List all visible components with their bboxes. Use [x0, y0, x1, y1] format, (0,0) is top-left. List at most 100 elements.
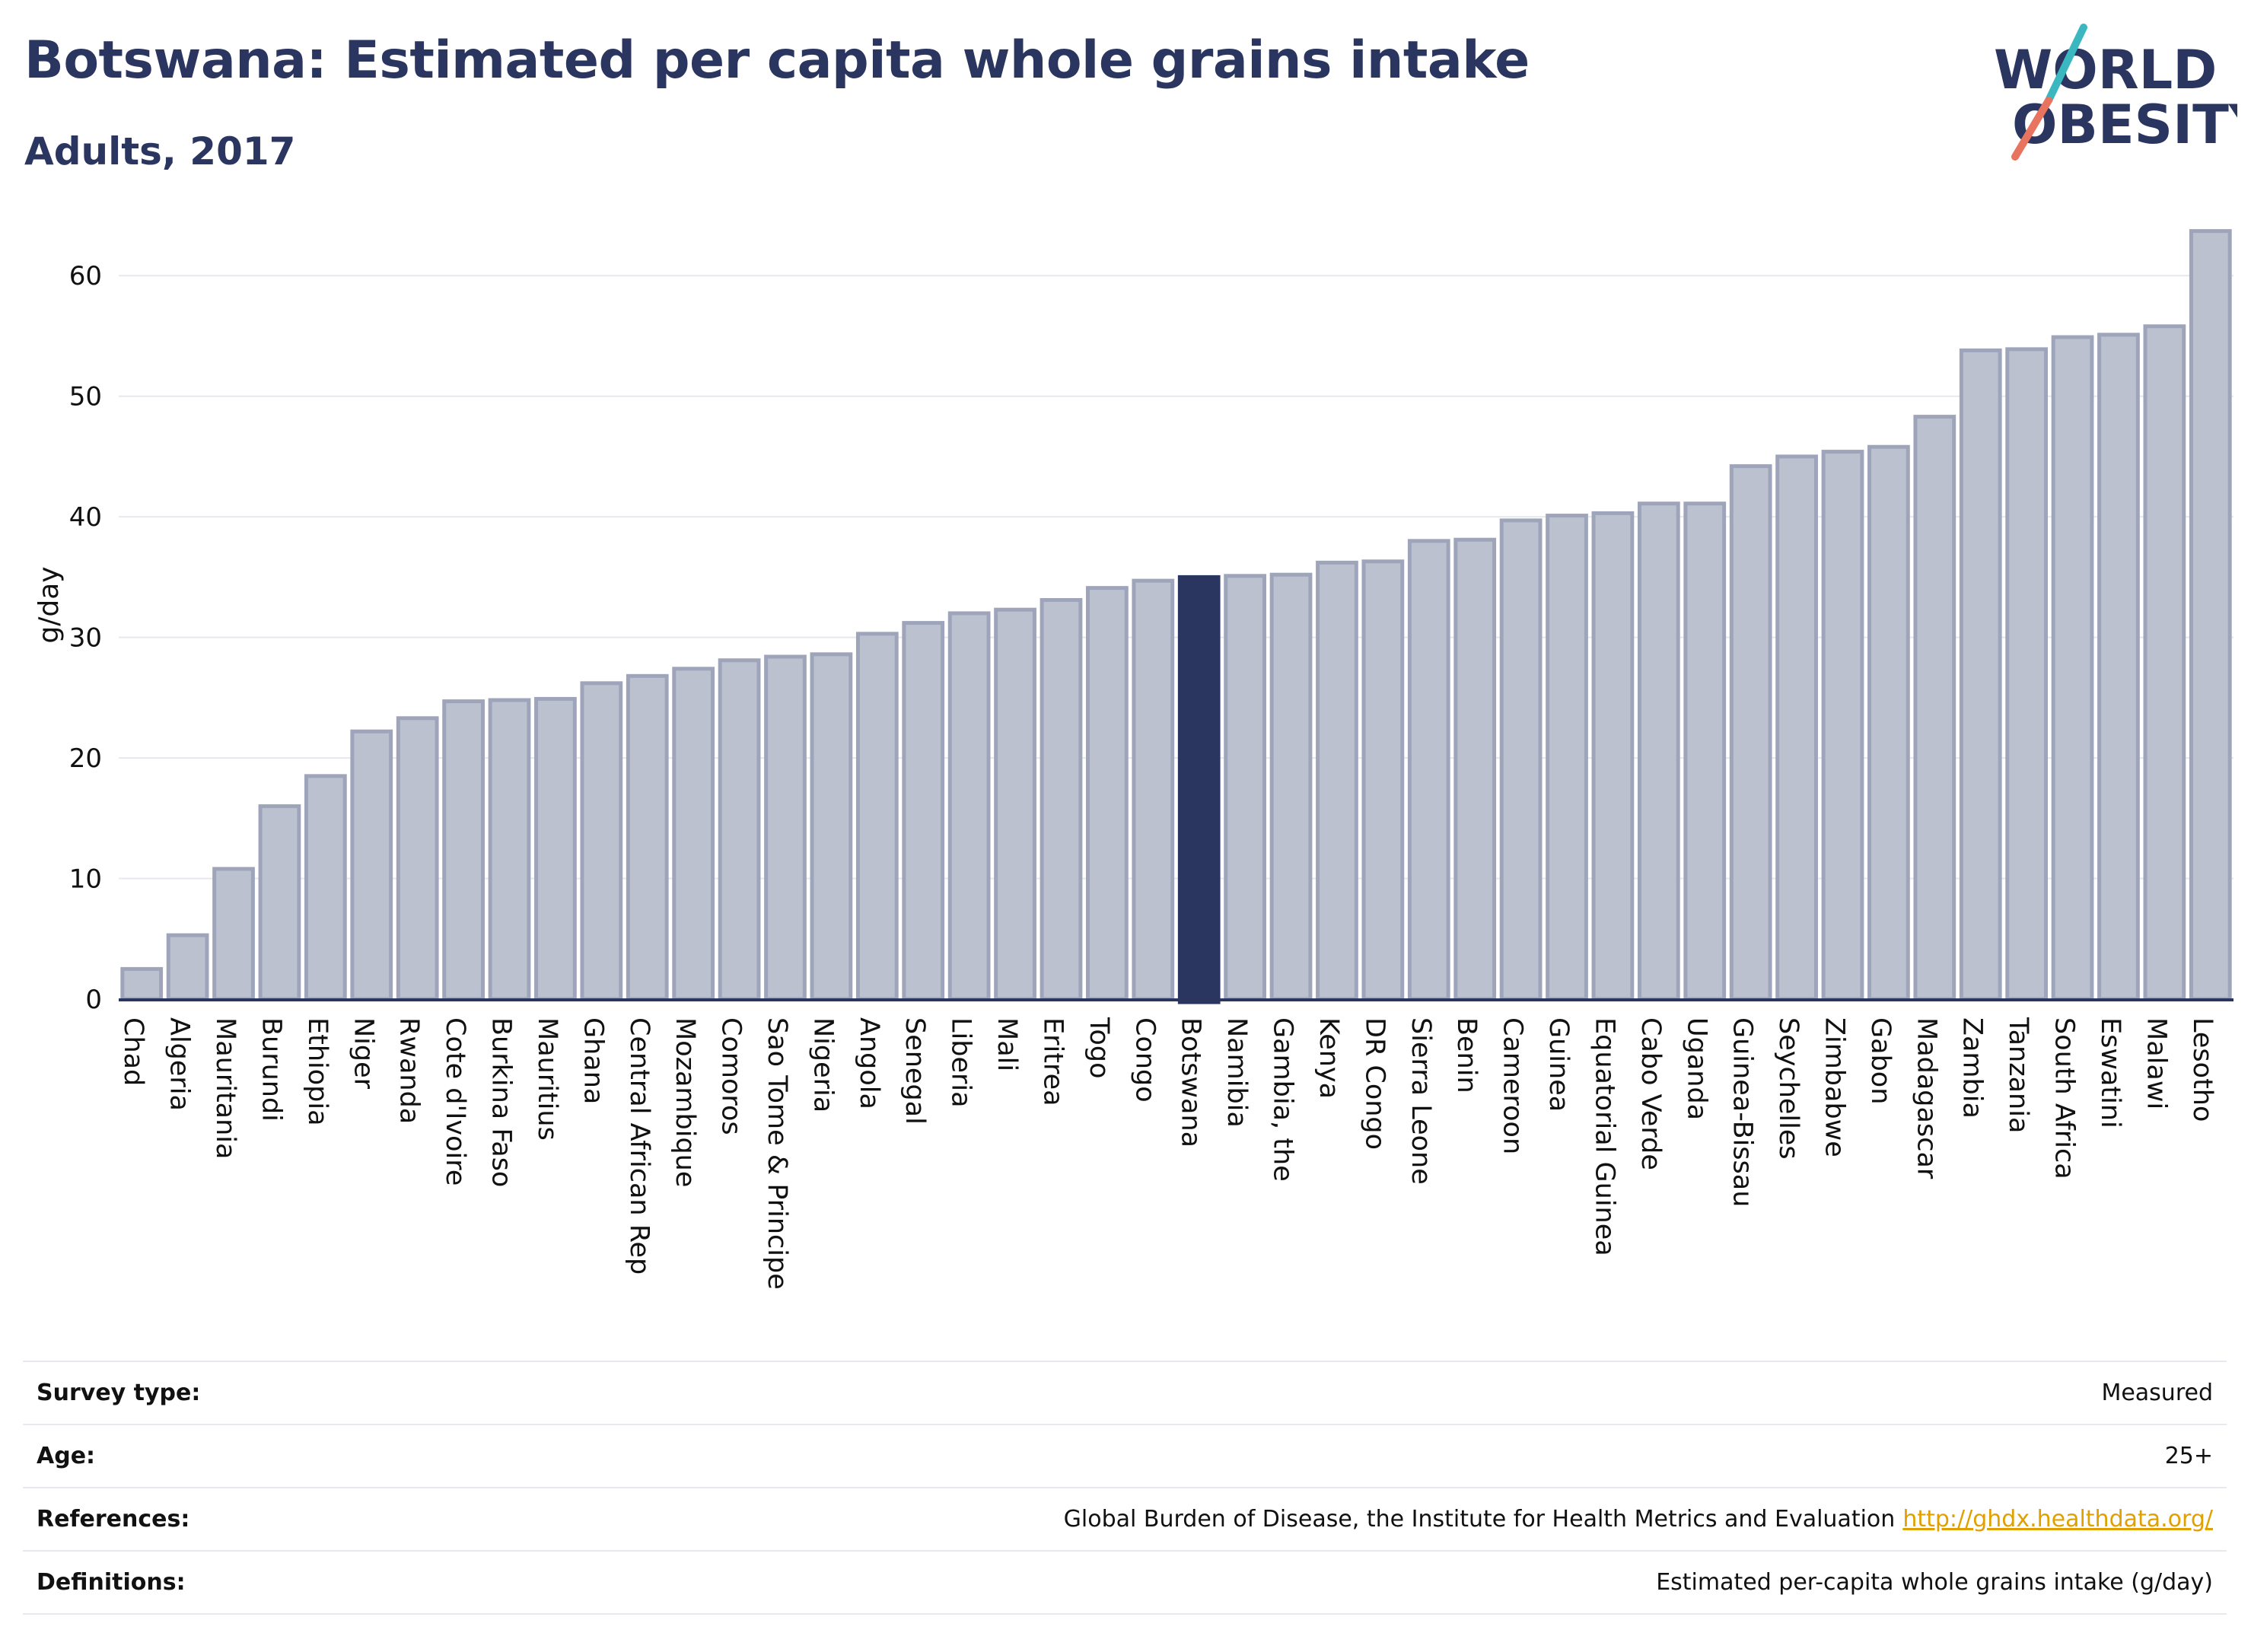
x-tick-label: Ethiopia [302, 1017, 333, 1126]
x-tick-label: Tanzania [2003, 1017, 2033, 1133]
bar [1499, 518, 1543, 1001]
x-tick-label: Botswana [1176, 1017, 1206, 1147]
x-tick-label: Niger [348, 1017, 378, 1090]
bar [1821, 450, 1864, 1001]
bar [396, 716, 439, 1001]
x-tick-label: Eswatini [2095, 1017, 2125, 1128]
bar [855, 632, 899, 1001]
bar [947, 611, 991, 1001]
x-tick-label: Mauritius [532, 1017, 562, 1141]
info-key: Definitions: [37, 1569, 186, 1596]
info-value-cell: Estimated per-capita whole grains intake… [355, 1551, 2227, 1614]
info-value: 25+ [2164, 1443, 2213, 1469]
bar [1546, 514, 1588, 1001]
info-key: Survey type: [37, 1380, 201, 1406]
info-row: Age: 25+ [23, 1424, 2227, 1488]
bar [1637, 501, 1680, 1001]
bar [534, 696, 577, 1001]
x-axis-ticks: Chad Algeria Mauritania Burundi Ethiopia Nige… [118, 1017, 2218, 1290]
bar [1959, 348, 2002, 1001]
x-tick-label: Kenya [1313, 1017, 1344, 1099]
info-row: Survey type: Measured [23, 1361, 2227, 1424]
logo-line1: WORLD [1994, 39, 2217, 101]
bar [1224, 574, 1266, 1001]
x-tick-label: Cote d'Ivoire [440, 1017, 470, 1186]
x-tick-label: Burundi [256, 1017, 286, 1122]
bar [166, 933, 209, 1001]
logo-slash-bottom [2011, 97, 2052, 161]
bar-highlighted [1177, 575, 1221, 1004]
bar [1775, 454, 1818, 1001]
y-tick-label: 40 [69, 502, 102, 533]
info-value-cell: Global Burden of Disease, the Institute … [355, 1488, 2227, 1551]
y-tick-label: 30 [69, 623, 102, 654]
bar [764, 654, 807, 1001]
x-tick-label: Guinea-Bissau [1727, 1017, 1758, 1207]
x-tick-label: Madagascar [1911, 1017, 1941, 1179]
x-tick-label: Rwanda [394, 1017, 425, 1124]
y-tick-label: 10 [69, 864, 102, 895]
bar [1407, 539, 1450, 1001]
info-value: Measured [2101, 1380, 2213, 1406]
x-tick-label: Namibia [1221, 1017, 1252, 1128]
x-tick-label: Mauritania [210, 1017, 240, 1159]
x-tick-label: Eritrea [1037, 1017, 1068, 1106]
bar [1729, 464, 1772, 1001]
logo-slash-top [2045, 24, 2087, 104]
reference-link[interactable]: http://ghdx.healthdata.org/ [1902, 1506, 2213, 1533]
bar [902, 621, 945, 1001]
x-tick-label: South Africa [2049, 1017, 2080, 1179]
x-tick-label: Mali [992, 1017, 1022, 1071]
bar [1453, 537, 1497, 1001]
chart-subtitle: Adults, 2017 [24, 129, 296, 173]
x-tick-label: Seychelles [1773, 1017, 1804, 1160]
bar [120, 966, 164, 1001]
bar [2051, 335, 2094, 1001]
x-tick-label: Ghana [578, 1017, 608, 1104]
bar [304, 774, 347, 1001]
bar [2097, 333, 2140, 1001]
info-key: References: [37, 1506, 190, 1533]
bar [580, 681, 623, 1001]
bar [2005, 347, 2049, 1001]
bar [672, 667, 715, 1001]
bar [212, 867, 255, 1001]
bar [1913, 415, 1956, 1001]
y-tick-label: 50 [69, 382, 102, 412]
bars [120, 229, 2232, 1004]
x-tick-label: Liberia [946, 1017, 976, 1108]
x-tick-label: Algeria [164, 1017, 195, 1111]
bar [1086, 586, 1129, 1001]
bar [1867, 444, 1910, 1001]
x-tick-label: Equatorial Guinea [1589, 1017, 1619, 1256]
info-value: Estimated per-capita whole grains intake… [1656, 1569, 2213, 1596]
world-obesity-logo: WORLD OBESITY [1994, 24, 2237, 161]
y-axis-label: g/day [33, 566, 65, 643]
x-tick-label: Sao Tome & Principe [762, 1017, 792, 1290]
x-tick-label: Lesotho [2187, 1017, 2218, 1122]
bar [1132, 578, 1175, 1001]
bar [1591, 511, 1635, 1001]
x-tick-label: Congo [1129, 1017, 1160, 1103]
bar [442, 699, 485, 1001]
info-table: Survey type: Measured Age: 25+ References: Gl… [23, 1361, 2227, 1615]
bar [718, 658, 761, 1001]
x-tick-label: Cameroon [1498, 1017, 1528, 1154]
bar [810, 652, 853, 1001]
bar [258, 804, 301, 1001]
bar [994, 607, 1036, 1001]
bar [350, 729, 393, 1001]
bar [1269, 572, 1313, 1001]
info-value-cell: Measured [355, 1361, 2227, 1424]
x-tick-label: Sierra Leone [1406, 1017, 1436, 1185]
y-axis-ticks: 0 10 20 30 40 50 60 [69, 261, 102, 1015]
bar [626, 673, 669, 1001]
bar [1683, 501, 1727, 1001]
x-tick-label: Zimbabwe [1819, 1017, 1849, 1157]
x-tick-label: Central African Rep [624, 1017, 654, 1275]
chart-title: Botswana: Estimated per capita whole gra… [24, 30, 1530, 91]
bar [1040, 597, 1083, 1001]
x-tick-label: Angola [854, 1017, 884, 1109]
y-tick-label: 60 [69, 261, 102, 291]
x-tick-label: Gambia, the [1268, 1017, 1298, 1182]
